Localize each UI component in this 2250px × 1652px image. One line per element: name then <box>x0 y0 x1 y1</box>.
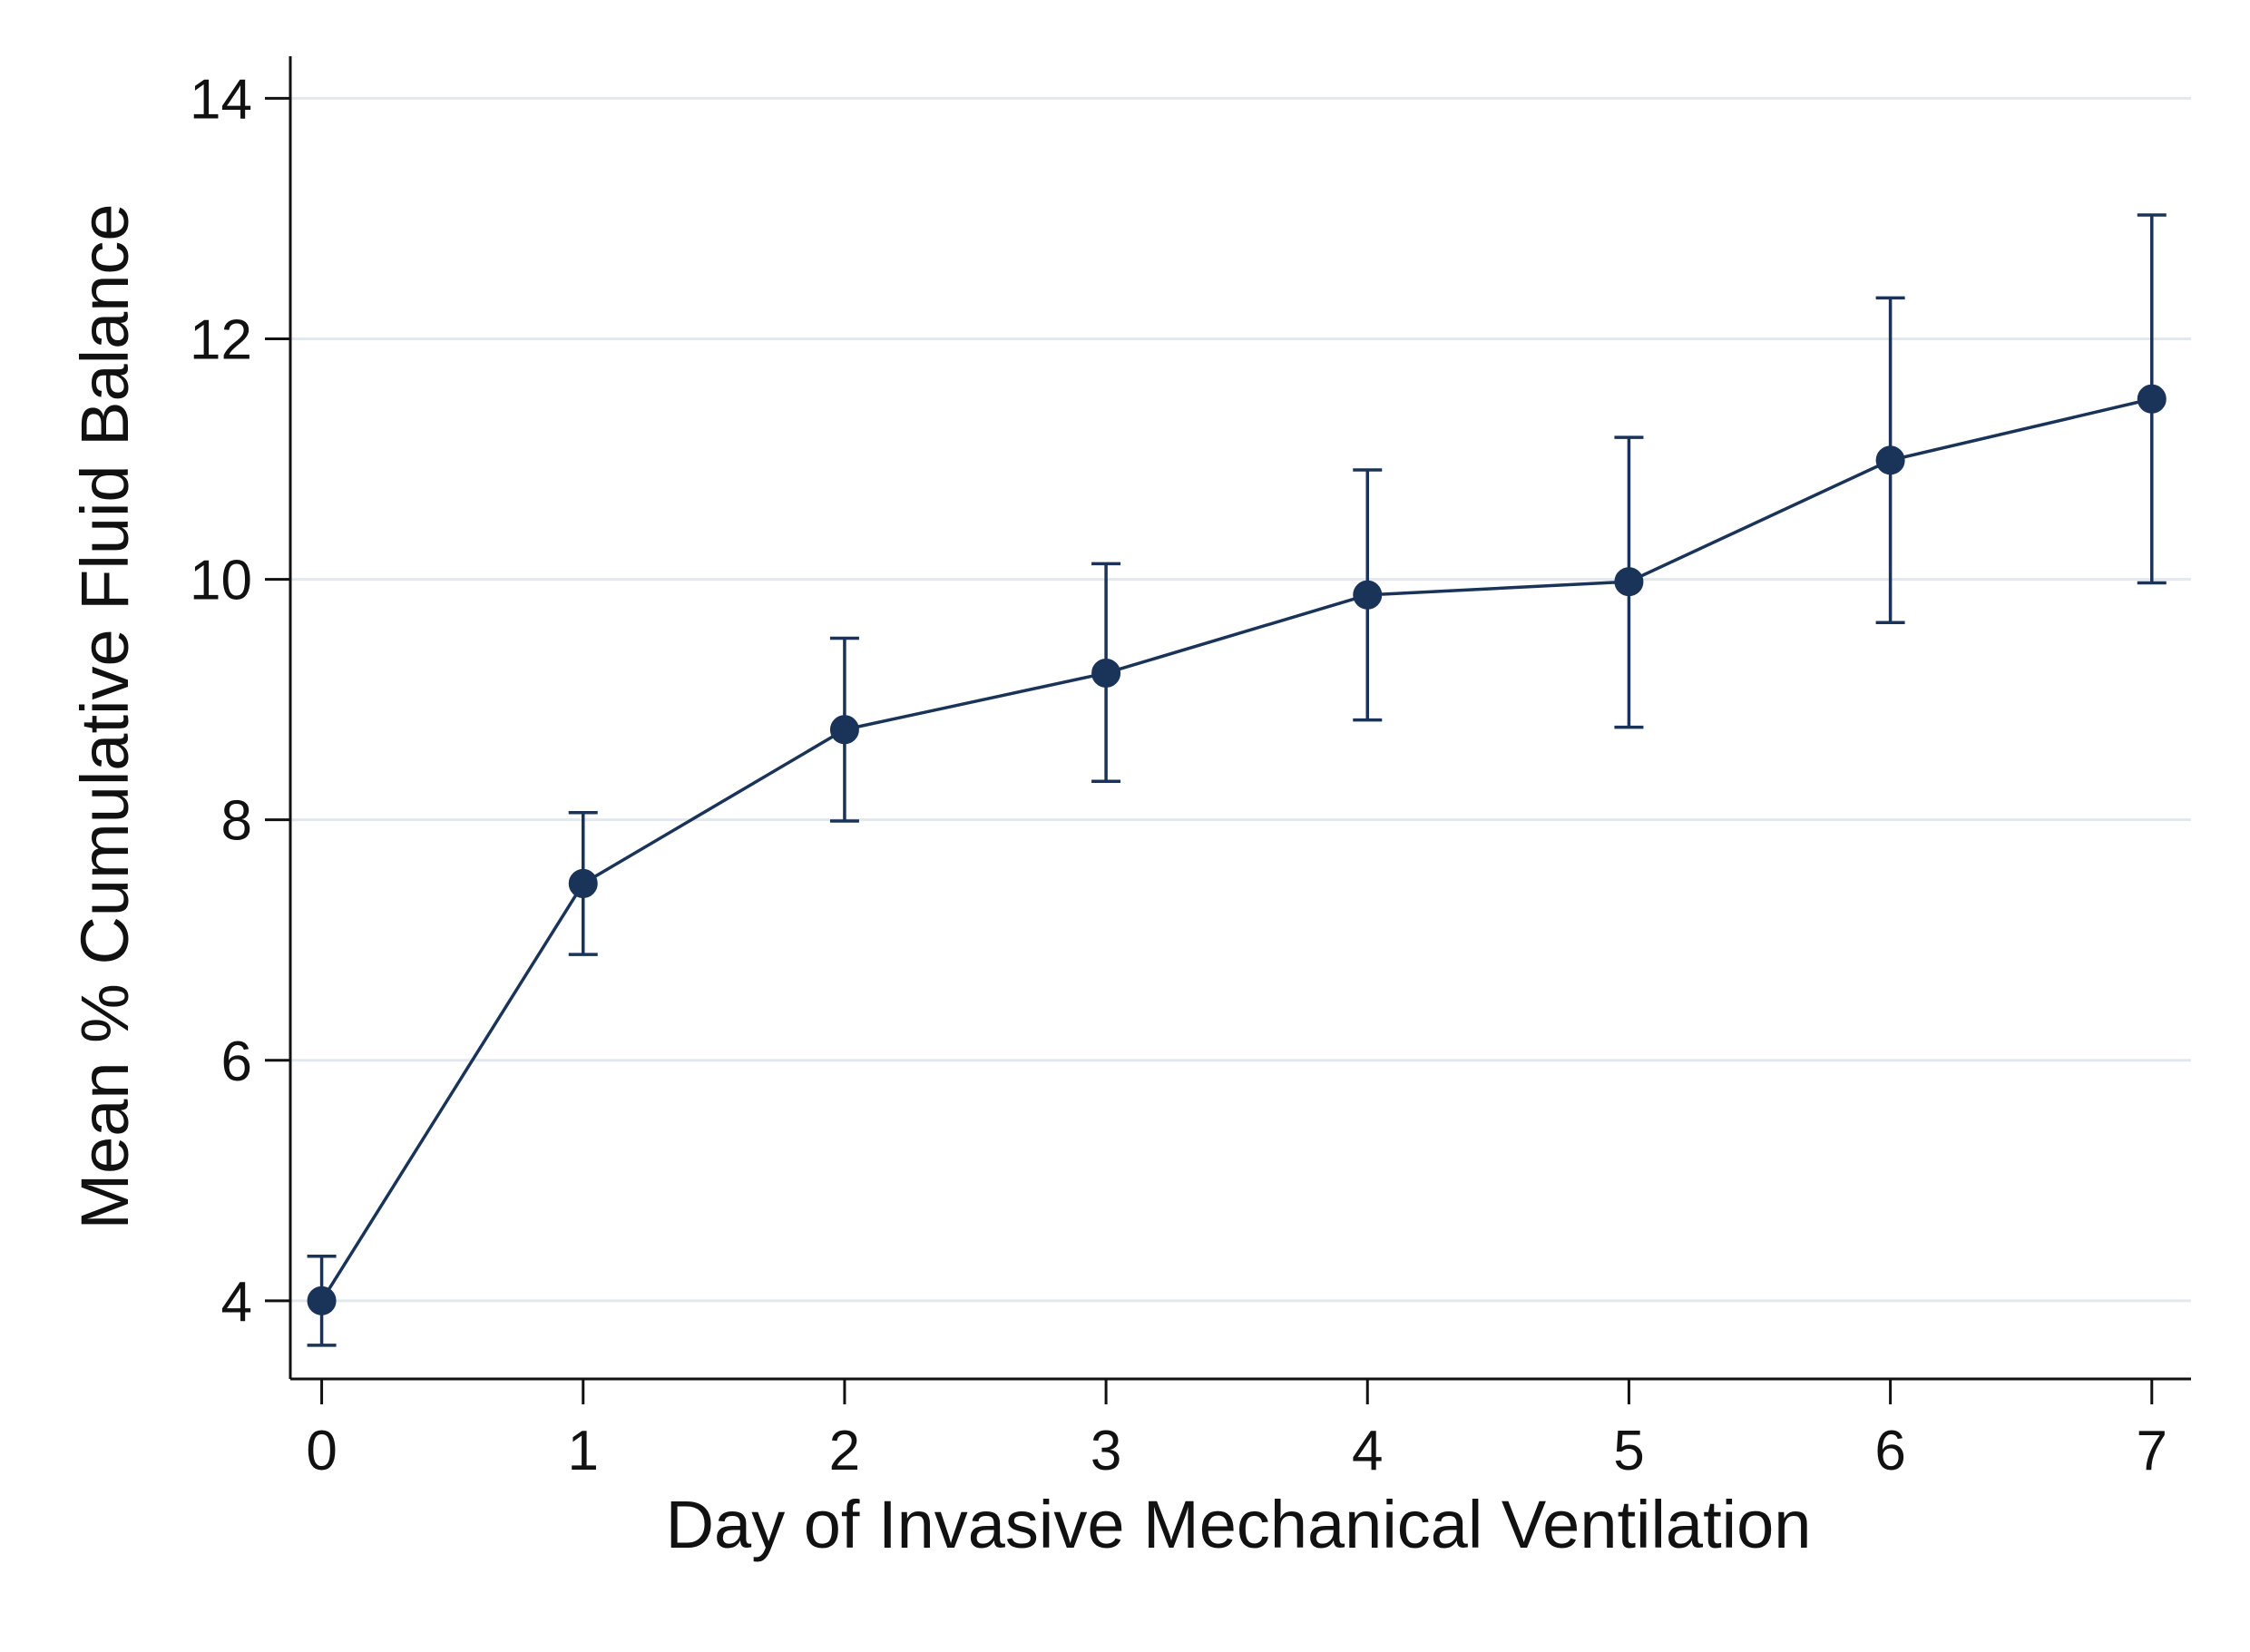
y-tick-label-8: 8 <box>221 790 252 853</box>
y-tick-label-12: 12 <box>190 308 252 371</box>
x-tick-label-5: 5 <box>1613 1420 1644 1482</box>
y-tick-label-6: 6 <box>221 1031 252 1093</box>
x-axis-title: Day of Invasive Mechanical Ventilation <box>666 1487 1812 1562</box>
x-tick-label-2: 2 <box>829 1420 860 1482</box>
data-point-day-3 <box>1091 658 1121 688</box>
x-tick-label-1: 1 <box>568 1420 599 1482</box>
data-point-day-7 <box>2137 384 2167 414</box>
series-line-0 <box>320 397 2153 1302</box>
data-point-day-4 <box>1353 580 1383 610</box>
x-tick-label-3: 3 <box>1091 1420 1121 1482</box>
data-point-day-1 <box>568 868 598 898</box>
data-point-day-6 <box>1875 445 1905 475</box>
y-tick-label-4: 4 <box>221 1271 252 1334</box>
data-point-day-2 <box>829 715 859 745</box>
x-tick-label-0: 0 <box>306 1420 337 1482</box>
x-tick-label-6: 6 <box>1874 1420 1905 1482</box>
data-series <box>307 213 2167 1347</box>
data-point-day-0 <box>307 1285 337 1315</box>
y-tick-label-10: 10 <box>190 550 252 612</box>
y-tick-label-14: 14 <box>190 68 252 131</box>
y-axis-title: Mean % Cumulative Fluid Balance <box>67 203 142 1229</box>
grid-lines <box>290 96 2191 1303</box>
data-point-day-5 <box>1614 567 1644 597</box>
x-tick-label-4: 4 <box>1352 1420 1383 1482</box>
x-tick-label-7: 7 <box>2137 1420 2167 1482</box>
